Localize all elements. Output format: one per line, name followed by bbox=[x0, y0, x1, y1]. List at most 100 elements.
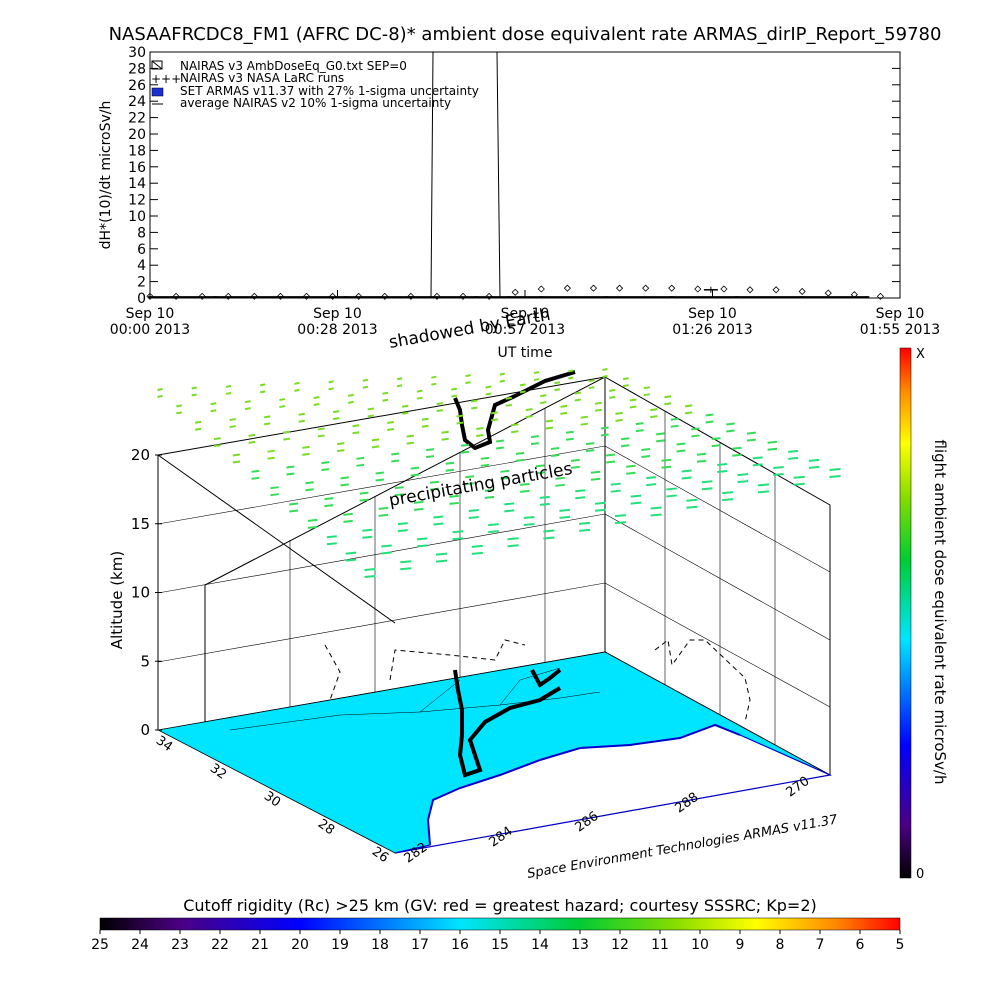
ytick-label: 2 bbox=[137, 275, 146, 291]
particle-mark bbox=[382, 398, 389, 402]
particle-mark bbox=[650, 415, 658, 419]
particle-mark bbox=[752, 456, 763, 460]
particle-mark bbox=[251, 469, 260, 473]
particle-mark bbox=[364, 568, 376, 571]
particle-mark bbox=[480, 456, 490, 460]
particle-mark bbox=[495, 439, 504, 443]
nairas-v3-point bbox=[876, 292, 885, 300]
particle-mark bbox=[371, 445, 380, 449]
xtick-label-day: Sep 10 bbox=[876, 306, 925, 322]
particle-mark bbox=[722, 491, 734, 495]
particle-mark bbox=[375, 478, 385, 482]
particle-mark bbox=[387, 428, 394, 431]
legend-label-armas: SET ARMAS v11.37 with 27% 1-sigma uncert… bbox=[180, 84, 479, 98]
particle-mark bbox=[431, 375, 437, 379]
particle-mark bbox=[757, 490, 770, 494]
particle-mark bbox=[539, 502, 550, 506]
particle-mark bbox=[471, 406, 478, 410]
particle-mark bbox=[445, 461, 455, 465]
particle-mark bbox=[416, 544, 428, 548]
particle-mark bbox=[788, 449, 799, 453]
particle-mark bbox=[340, 483, 349, 487]
particle-mark bbox=[465, 381, 471, 385]
flight-track-ground bbox=[453, 669, 562, 778]
nairas-v3-point bbox=[459, 292, 467, 300]
ytick-label: 20 bbox=[128, 127, 146, 143]
particle-mark bbox=[283, 437, 291, 441]
rigidity-tick-label: 15 bbox=[491, 937, 509, 953]
particle-mark bbox=[696, 459, 707, 463]
particle-mark bbox=[629, 398, 637, 402]
particle-mark bbox=[356, 456, 365, 460]
particle-mark bbox=[500, 476, 510, 480]
particle-mark bbox=[396, 377, 403, 381]
particle-mark bbox=[343, 512, 353, 516]
particle-mark bbox=[391, 452, 400, 456]
particle-mark bbox=[267, 449, 275, 453]
particle-mark bbox=[610, 489, 621, 493]
particle-mark bbox=[378, 506, 389, 510]
particle-mark bbox=[321, 468, 330, 472]
particle-mark bbox=[210, 409, 217, 413]
particle-mark bbox=[535, 471, 545, 475]
particle-mark bbox=[602, 368, 608, 371]
particle-mark bbox=[229, 418, 236, 422]
particle-mark bbox=[394, 486, 404, 490]
particle-mark bbox=[610, 482, 621, 486]
particle-mark bbox=[606, 460, 616, 464]
particle-mark bbox=[808, 465, 820, 469]
shadow-line-left bbox=[430, 51, 434, 299]
particle-mark bbox=[248, 433, 256, 437]
particle-mark bbox=[570, 465, 580, 469]
xtick-label-time: 00:28 2013 bbox=[297, 322, 377, 338]
particle-mark bbox=[305, 481, 314, 485]
particle-mark bbox=[302, 445, 310, 449]
particle-mark bbox=[594, 408, 602, 412]
particle-mark bbox=[232, 460, 241, 464]
particle-mark bbox=[630, 501, 642, 505]
particle-mark bbox=[808, 458, 820, 462]
particle-mark bbox=[387, 421, 394, 424]
particle-mark bbox=[540, 401, 547, 405]
particle-mark bbox=[732, 446, 742, 450]
particle-mark bbox=[468, 508, 479, 512]
particle-mark bbox=[737, 473, 749, 477]
particle-mark bbox=[510, 423, 519, 427]
particle-mark bbox=[686, 498, 698, 502]
particle-mark bbox=[244, 407, 251, 411]
particle-mark bbox=[381, 551, 392, 555]
nairas-v3-point bbox=[537, 285, 545, 293]
particle-mark bbox=[793, 482, 805, 486]
annotation-precipitating: precipitating particles bbox=[387, 459, 574, 511]
particle-mark bbox=[421, 417, 429, 421]
legend-symbol-larc: +++ bbox=[151, 72, 181, 86]
particle-mark bbox=[575, 489, 586, 493]
rigidity-bar-ticks: 25 24 23 22 21 20 19 18 17 16 15 14 13 12 11 10 9 8 7 6 5 bbox=[91, 930, 904, 953]
particle-mark bbox=[545, 419, 554, 423]
particle-mark bbox=[554, 381, 561, 385]
nairas-v3-point bbox=[615, 284, 624, 292]
particle-mark bbox=[594, 401, 602, 405]
particle-mark bbox=[294, 388, 300, 392]
legend: NAIRAS v3 AmbDoseEq_G0.txt SEP=0 +++ NAI… bbox=[151, 59, 479, 110]
nairas-v3-point bbox=[276, 292, 285, 300]
particle-mark bbox=[574, 391, 582, 395]
particle-mark bbox=[436, 402, 443, 406]
altitude-tick-label: 5 bbox=[140, 652, 150, 670]
ytick-label: 28 bbox=[128, 61, 146, 77]
particle-mark bbox=[681, 469, 692, 473]
particle-mark bbox=[585, 442, 595, 446]
altitude-tick-label: 15 bbox=[131, 515, 150, 533]
particle-mark bbox=[441, 437, 449, 441]
particle-mark bbox=[340, 476, 349, 480]
particle-mark bbox=[590, 470, 601, 474]
particle-mark bbox=[609, 388, 616, 392]
particle-mark bbox=[533, 378, 540, 382]
particle-mark bbox=[641, 448, 651, 451]
rigidity-tick-label: 17 bbox=[411, 937, 429, 953]
ytick-label: 8 bbox=[137, 225, 146, 241]
particle-mark bbox=[507, 544, 519, 548]
particle-mark bbox=[213, 437, 221, 441]
